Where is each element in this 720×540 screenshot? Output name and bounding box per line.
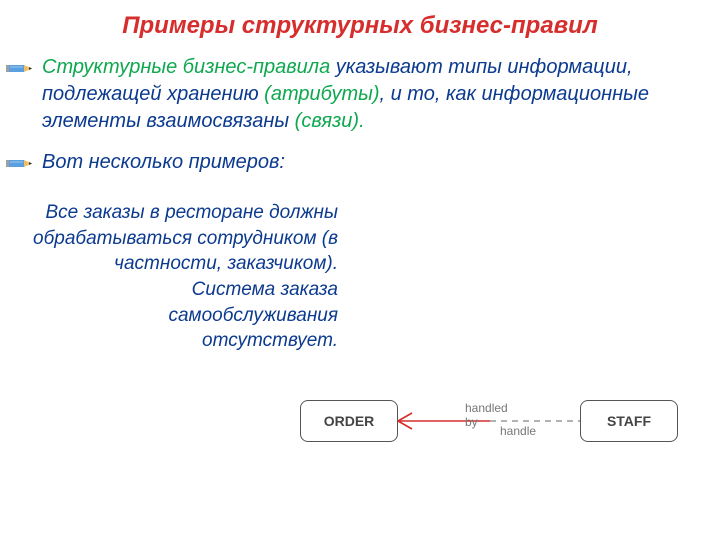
para1-attr: (атрибуты) bbox=[264, 83, 379, 105]
rel-label-bottom: handle bbox=[500, 424, 536, 438]
pencil-icon bbox=[6, 60, 34, 83]
bullet-1: Структурные бизнес-правила указывают тип… bbox=[0, 54, 720, 135]
para1-links: (связи). bbox=[295, 110, 365, 132]
paragraph-1: Структурные бизнес-правила указывают тип… bbox=[42, 54, 700, 135]
page-title: Примеры структурных бизнес-правил bbox=[0, 0, 720, 40]
para1-lead: Структурные бизнес-правила bbox=[42, 56, 330, 78]
bullet-2: Вот несколько примеров: bbox=[0, 149, 720, 178]
pencil-icon bbox=[6, 155, 34, 178]
paragraph-2: Вот несколько примеров: bbox=[42, 149, 285, 176]
example-text: Все заказы в ресторане должны обрабатыва… bbox=[28, 200, 338, 354]
